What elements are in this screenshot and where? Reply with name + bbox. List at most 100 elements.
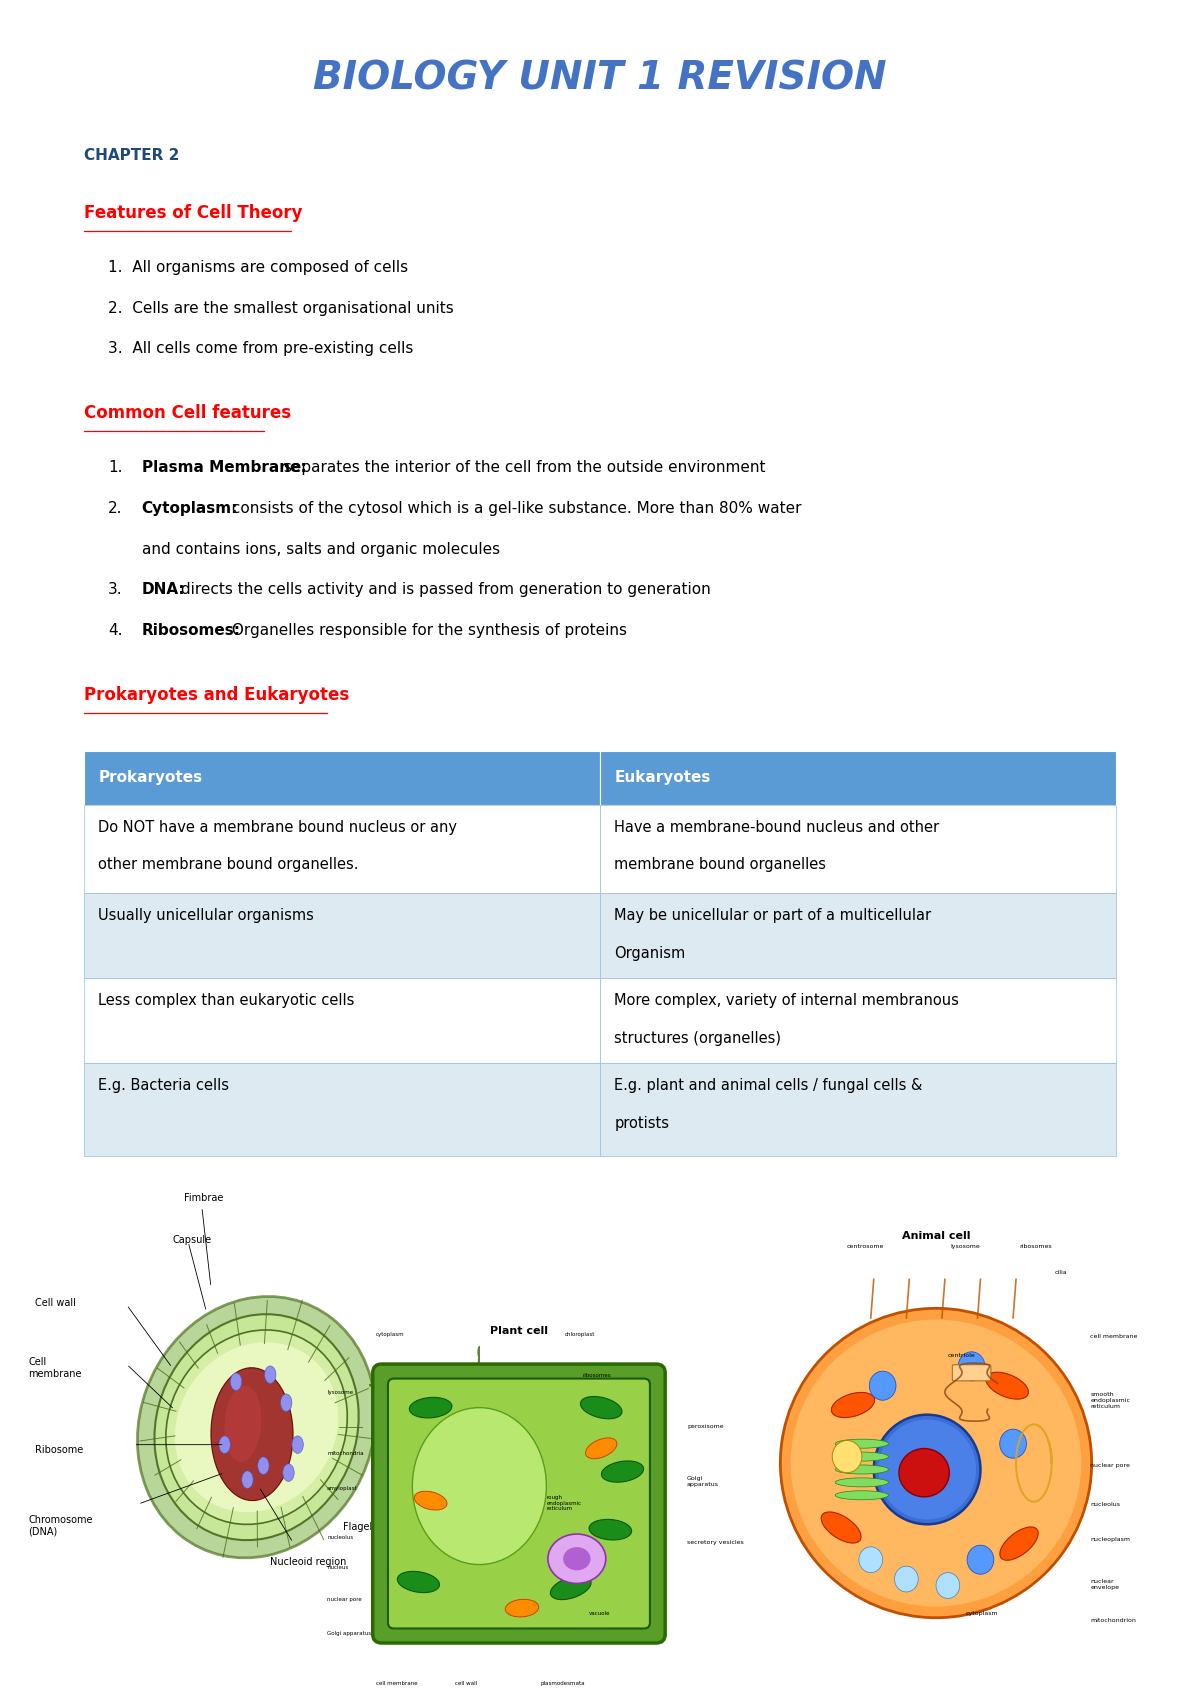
Text: Prokaryotes and Eukaryotes: Prokaryotes and Eukaryotes bbox=[84, 686, 355, 705]
Text: Plasma Membrane:: Plasma Membrane: bbox=[142, 460, 306, 475]
Circle shape bbox=[869, 1372, 896, 1401]
FancyBboxPatch shape bbox=[600, 893, 1116, 978]
Circle shape bbox=[292, 1437, 304, 1453]
Text: and contains ions, salts and organic molecules: and contains ions, salts and organic mol… bbox=[142, 542, 499, 557]
Ellipse shape bbox=[175, 1341, 338, 1513]
Text: smooth
endoplasmic
reticulum: smooth endoplasmic reticulum bbox=[1090, 1392, 1130, 1409]
Text: ribosomes: ribosomes bbox=[1019, 1245, 1051, 1248]
Circle shape bbox=[283, 1464, 294, 1481]
Circle shape bbox=[264, 1365, 276, 1384]
Text: cell membrane: cell membrane bbox=[1090, 1335, 1138, 1340]
Text: More complex, variety of internal membranous: More complex, variety of internal membra… bbox=[614, 993, 959, 1009]
Circle shape bbox=[859, 1547, 883, 1572]
Text: 3.: 3. bbox=[108, 582, 122, 598]
Text: Organelles responsible for the synthesis of proteins: Organelles responsible for the synthesis… bbox=[227, 623, 628, 638]
Circle shape bbox=[258, 1457, 269, 1474]
Text: mitochondria: mitochondria bbox=[328, 1452, 364, 1457]
Ellipse shape bbox=[835, 1491, 888, 1499]
Ellipse shape bbox=[832, 1392, 875, 1418]
Text: Chromosome
(DNA): Chromosome (DNA) bbox=[29, 1515, 94, 1537]
Ellipse shape bbox=[589, 1520, 631, 1540]
Circle shape bbox=[241, 1470, 253, 1489]
Text: Golgi
apparatus: Golgi apparatus bbox=[686, 1476, 719, 1487]
Ellipse shape bbox=[397, 1571, 439, 1593]
Circle shape bbox=[967, 1545, 994, 1574]
Text: membrane bound organelles: membrane bound organelles bbox=[614, 857, 827, 873]
Ellipse shape bbox=[155, 1314, 359, 1540]
Text: protists: protists bbox=[614, 1116, 670, 1131]
Text: ribosomes: ribosomes bbox=[583, 1372, 612, 1377]
FancyBboxPatch shape bbox=[84, 805, 600, 893]
Text: E.g. plant and animal cells / fungal cells &: E.g. plant and animal cells / fungal cel… bbox=[614, 1078, 923, 1094]
Text: E.g. Bacteria cells: E.g. Bacteria cells bbox=[98, 1078, 229, 1094]
Text: BIOLOGY UNIT 1 REVISION: BIOLOGY UNIT 1 REVISION bbox=[313, 59, 887, 97]
FancyBboxPatch shape bbox=[84, 978, 600, 1063]
Ellipse shape bbox=[821, 1511, 862, 1543]
Text: directs the cells activity and is passed from generation to generation: directs the cells activity and is passed… bbox=[176, 582, 710, 598]
Text: vacuole: vacuole bbox=[589, 1611, 611, 1616]
Text: Plant cell: Plant cell bbox=[490, 1326, 548, 1336]
FancyBboxPatch shape bbox=[373, 1363, 665, 1644]
Text: nuclear pore: nuclear pore bbox=[1090, 1464, 1130, 1469]
Text: centrosome: centrosome bbox=[847, 1245, 884, 1248]
FancyBboxPatch shape bbox=[600, 978, 1116, 1063]
Circle shape bbox=[218, 1437, 230, 1453]
Text: Animal cell: Animal cell bbox=[901, 1231, 971, 1241]
Text: Have a membrane-bound nucleus and other: Have a membrane-bound nucleus and other bbox=[614, 820, 940, 835]
Circle shape bbox=[281, 1394, 292, 1411]
Ellipse shape bbox=[791, 1319, 1081, 1606]
Text: secretory vesicles: secretory vesicles bbox=[686, 1540, 744, 1545]
Text: separates the interior of the cell from the outside environment: separates the interior of the cell from … bbox=[278, 460, 766, 475]
Text: Cytoplasm:: Cytoplasm: bbox=[142, 501, 238, 516]
Ellipse shape bbox=[899, 1448, 949, 1498]
Text: nucleoplasm: nucleoplasm bbox=[1090, 1537, 1130, 1542]
Text: Prokaryotes: Prokaryotes bbox=[98, 771, 203, 784]
Text: nucleolus: nucleolus bbox=[328, 1535, 353, 1540]
FancyBboxPatch shape bbox=[84, 751, 600, 805]
Ellipse shape bbox=[586, 1438, 617, 1459]
Text: nuclear
envelope: nuclear envelope bbox=[1090, 1579, 1120, 1589]
Ellipse shape bbox=[874, 1414, 980, 1525]
Text: Less complex than eukaryotic cells: Less complex than eukaryotic cells bbox=[98, 993, 355, 1009]
Text: lysosome: lysosome bbox=[950, 1245, 980, 1248]
FancyBboxPatch shape bbox=[600, 1063, 1116, 1156]
Text: rough
endoplasmic
reticulum: rough endoplasmic reticulum bbox=[546, 1494, 582, 1511]
Text: Cell
membrane: Cell membrane bbox=[29, 1357, 82, 1379]
Ellipse shape bbox=[581, 1396, 622, 1420]
FancyBboxPatch shape bbox=[953, 1365, 991, 1380]
Ellipse shape bbox=[138, 1297, 376, 1557]
Text: nucleus: nucleus bbox=[328, 1564, 348, 1569]
Ellipse shape bbox=[224, 1386, 262, 1462]
Ellipse shape bbox=[601, 1460, 643, 1482]
Text: cytoplasm: cytoplasm bbox=[966, 1611, 998, 1616]
Text: 3.  All cells come from pre-existing cells: 3. All cells come from pre-existing cell… bbox=[108, 341, 413, 357]
Circle shape bbox=[936, 1572, 960, 1598]
Text: cell membrane: cell membrane bbox=[376, 1681, 418, 1686]
Ellipse shape bbox=[413, 1408, 546, 1564]
Text: Flagellum: Flagellum bbox=[343, 1521, 391, 1532]
Text: 4.: 4. bbox=[108, 623, 122, 638]
Circle shape bbox=[959, 1352, 985, 1380]
Text: Golgi apparatus: Golgi apparatus bbox=[328, 1632, 371, 1637]
Text: Organism: Organism bbox=[614, 946, 685, 961]
Ellipse shape bbox=[414, 1491, 446, 1510]
Circle shape bbox=[894, 1566, 918, 1593]
Ellipse shape bbox=[835, 1440, 888, 1448]
Text: May be unicellular or part of a multicellular: May be unicellular or part of a multicel… bbox=[614, 908, 931, 924]
Text: mitochondrion: mitochondrion bbox=[1090, 1618, 1136, 1623]
Text: peroxisome: peroxisome bbox=[686, 1425, 724, 1430]
Text: Fimbrae: Fimbrae bbox=[184, 1192, 223, 1202]
Text: nucleolus: nucleolus bbox=[1090, 1501, 1120, 1506]
Ellipse shape bbox=[211, 1367, 293, 1501]
Text: DNA:: DNA: bbox=[142, 582, 185, 598]
Ellipse shape bbox=[878, 1420, 976, 1520]
FancyBboxPatch shape bbox=[84, 1063, 600, 1156]
FancyBboxPatch shape bbox=[388, 1379, 650, 1628]
Text: chloroplast: chloroplast bbox=[565, 1331, 595, 1336]
Text: centriole: centriole bbox=[948, 1353, 976, 1358]
Text: Cell wall: Cell wall bbox=[35, 1297, 77, 1307]
FancyBboxPatch shape bbox=[84, 893, 600, 978]
Text: Common Cell features: Common Cell features bbox=[84, 404, 292, 423]
Text: Eukaryotes: Eukaryotes bbox=[614, 771, 710, 784]
Text: 1.  All organisms are composed of cells: 1. All organisms are composed of cells bbox=[108, 260, 408, 275]
